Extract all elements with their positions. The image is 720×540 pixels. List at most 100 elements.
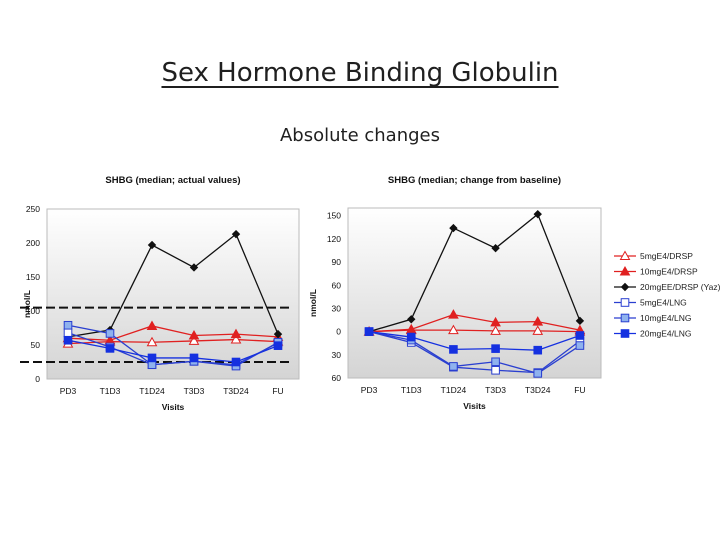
x-tick-label: T1D3 [401, 385, 422, 395]
data-point [406, 332, 416, 342]
data-point [449, 362, 458, 371]
data-point [575, 316, 585, 326]
data-point [105, 329, 115, 338]
series-20mge4-lng [364, 327, 585, 355]
data-point [449, 345, 458, 354]
chart-actual-values: SHBG (median; actual values) 0 50 100 150 200… [20, 175, 300, 412]
legend-item: 20mgE4/LNG [614, 329, 692, 339]
x-tick-label: FU [272, 386, 283, 396]
y-tick-label: 30 [332, 350, 342, 360]
series-line [67, 338, 279, 345]
data-point [407, 315, 416, 324]
data-point [188, 329, 200, 340]
data-point [490, 316, 501, 327]
y-tick-label: 0 [336, 327, 341, 337]
data-point [448, 309, 459, 319]
legend-item: 5mgE4/DRSP [614, 250, 693, 261]
series-line [67, 324, 279, 367]
x-axis-label: Visits [162, 402, 185, 412]
series-line [67, 325, 279, 341]
data-point [63, 328, 73, 338]
data-point [147, 353, 157, 363]
y-tick-label: 50 [31, 340, 41, 350]
data-point [188, 335, 200, 345]
data-point [533, 369, 543, 378]
data-point [189, 263, 199, 272]
data-point [273, 341, 283, 350]
y-tick-label: 100 [26, 306, 40, 316]
y-tick-label: 200 [26, 238, 40, 248]
x-tick-label: T1D24 [441, 385, 467, 395]
legend-marker [620, 298, 630, 307]
data-point [449, 223, 458, 233]
data-point [575, 331, 585, 340]
chart-change-from-baseline: SHBG (median; change from baseline) 60 30 0… [308, 175, 602, 411]
y-tick-label: 30 [332, 303, 342, 313]
y-tick-label: 90 [332, 257, 342, 267]
series-line [369, 313, 581, 333]
data-point [533, 345, 543, 355]
y-tick-label: 60 [332, 280, 342, 290]
legend-marker [620, 313, 630, 323]
y-tick-label: 250 [26, 204, 40, 214]
data-point [533, 209, 542, 219]
legend-marker [619, 250, 631, 260]
data-point [146, 320, 158, 330]
x-tick-label: T3D3 [184, 386, 205, 396]
x-tick-label: T3D24 [525, 385, 551, 395]
series-20mgee-drsp-yaz [364, 209, 585, 336]
chart-title: SHBG (median; actual values) [105, 175, 240, 186]
legend-item: 20mgEE/DRSP (Yaz) [614, 282, 720, 292]
data-point [63, 320, 73, 330]
data-point [491, 344, 500, 353]
legend-label: 10mgE4/LNG [640, 313, 692, 323]
data-point [146, 336, 158, 347]
data-point [230, 334, 242, 344]
data-point [532, 316, 544, 326]
series-line [368, 331, 581, 374]
data-point [491, 243, 500, 253]
data-point [231, 357, 241, 367]
data-point [231, 229, 241, 239]
x-axis-label: Visits [463, 401, 486, 411]
chart-title: SHBG (median; change from baseline) [388, 175, 561, 186]
data-point [364, 327, 374, 336]
x-tick-label: T1D24 [139, 386, 165, 396]
x-tick-label: FU [574, 385, 585, 395]
series-line [369, 330, 581, 351]
legend-label: 20mgEE/DRSP (Yaz) [640, 282, 720, 292]
data-point [189, 353, 199, 363]
data-point [491, 365, 500, 375]
series-line [368, 213, 581, 333]
slide-subtitle: Absolute changes [279, 125, 440, 146]
slide-title: Sex Hormone Binding Globulin [161, 58, 559, 88]
x-tick-label: PD3 [361, 385, 378, 395]
legend-item: 10mgE4/DRSP [614, 265, 698, 277]
data-point [230, 328, 242, 339]
data-point [63, 335, 73, 345]
chart-legend: 5mgE4/DRSP 10mgE4/DRSP 20mgEE/DRSP (Yaz) 5m… [614, 250, 720, 339]
plot-area [347, 207, 602, 379]
legend-marker [620, 282, 630, 292]
data-point [490, 325, 501, 335]
legend-item: 5mgE4/LNG [614, 298, 687, 308]
x-tick-label: T3D3 [485, 385, 506, 395]
series-line [67, 339, 279, 363]
legend-marker [620, 329, 630, 338]
legend-label: 10mgE4/DRSP [640, 267, 698, 277]
legend-label: 5mgE4/LNG [640, 298, 687, 308]
x-tick-label: T3D24 [223, 386, 249, 396]
x-tick-label: T1D3 [100, 386, 121, 396]
data-point [532, 325, 544, 335]
data-point [448, 324, 459, 335]
x-tick-label: PD3 [60, 386, 77, 396]
y-tick-label: 120 [327, 234, 341, 244]
data-point [575, 341, 585, 350]
y-tick-label: 150 [327, 211, 341, 221]
legend-item: 10mgE4/LNG [614, 313, 692, 323]
y-tick-label: 60 [332, 373, 342, 383]
y-tick-label: 150 [26, 272, 40, 282]
series-line [67, 233, 279, 338]
plot-area [46, 208, 300, 380]
